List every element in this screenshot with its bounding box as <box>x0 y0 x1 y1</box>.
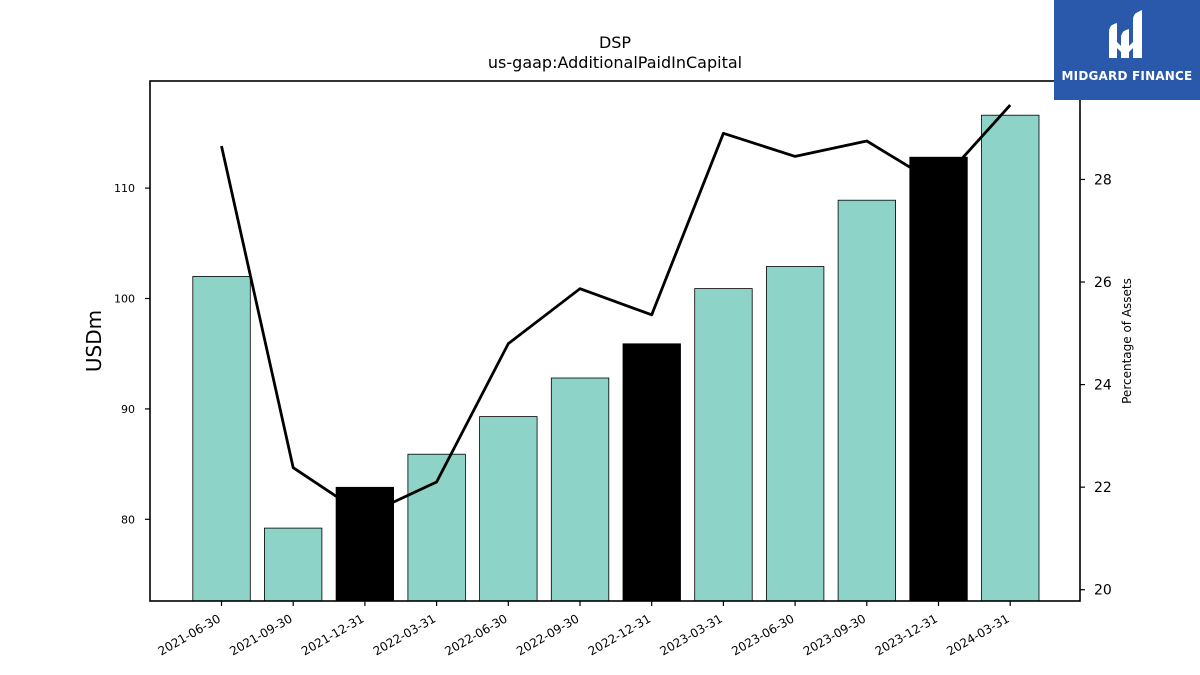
bar-2023-09-30 <box>837 199 896 602</box>
line-group <box>220 104 1012 517</box>
y-axis-left: 80 90 100 110 <box>114 182 150 526</box>
plot-frame <box>149 80 1081 602</box>
y-tick-label: 90 <box>121 403 135 416</box>
bar-2023-06-30 <box>766 266 825 602</box>
x-tick-label: 2021-06-30 <box>156 611 223 658</box>
x-tick-label: 2022-09-30 <box>514 611 581 658</box>
bar-2021-12-31 <box>335 486 395 602</box>
x-tick-label: 2021-09-30 <box>227 611 294 658</box>
y2-tick-label: 26 <box>1094 275 1112 291</box>
y2-tick-label: 22 <box>1094 480 1112 496</box>
bar-2024-03-31 <box>981 114 1040 602</box>
bar-group <box>192 114 1040 602</box>
x-axis: 2021-06-30 2021-09-30 2021-12-31 2022-03-31… <box>156 601 1012 658</box>
bar-2022-03-31 <box>407 453 466 602</box>
y2-tick-label: 28 <box>1094 172 1112 188</box>
bar-2022-06-30 <box>479 416 538 602</box>
y-tick-label: 80 <box>121 513 135 526</box>
midgard-logo-icon <box>1109 10 1142 58</box>
y2-tick-label: 20 <box>1094 583 1112 599</box>
percentage-of-assets-line <box>220 104 1012 517</box>
x-tick-label: 2023-06-30 <box>729 611 796 658</box>
x-tick-label: 2022-06-30 <box>442 611 509 658</box>
x-tick-label: 2023-03-31 <box>657 611 724 658</box>
y2-tick-label: 24 <box>1094 378 1112 394</box>
x-tick-label: 2022-12-31 <box>586 611 653 658</box>
brand-logo: MIDGARD FINANCE <box>1054 0 1200 100</box>
chart-title: DSP <box>599 33 631 52</box>
bar-2021-09-30 <box>263 527 323 602</box>
y-axis-right: 20 22 24 26 28 <box>1080 172 1112 599</box>
y-tick-label: 100 <box>114 292 135 305</box>
brand-name: MIDGARD FINANCE <box>1061 69 1193 83</box>
bar-2022-09-30 <box>550 377 610 602</box>
chart-subtitle: us-gaap:AdditionalPaidInCapital <box>488 53 742 72</box>
y2-axis-label: Percentage of Assets <box>1120 278 1134 404</box>
bar-2021-06-30 <box>192 275 251 602</box>
bar-2022-12-31 <box>622 343 681 602</box>
x-tick-label: 2024-03-31 <box>944 611 1011 658</box>
y-tick-label: 110 <box>114 182 135 195</box>
x-tick-label: 2023-12-31 <box>873 611 940 658</box>
x-tick-label: 2023-09-30 <box>801 611 868 658</box>
bar-2023-12-31 <box>909 156 968 602</box>
x-tick-label: 2021-12-31 <box>299 611 366 658</box>
x-tick-label: 2022-03-31 <box>371 611 438 658</box>
bar-2023-03-31 <box>694 288 753 602</box>
y-axis-label: USDm <box>82 310 106 372</box>
